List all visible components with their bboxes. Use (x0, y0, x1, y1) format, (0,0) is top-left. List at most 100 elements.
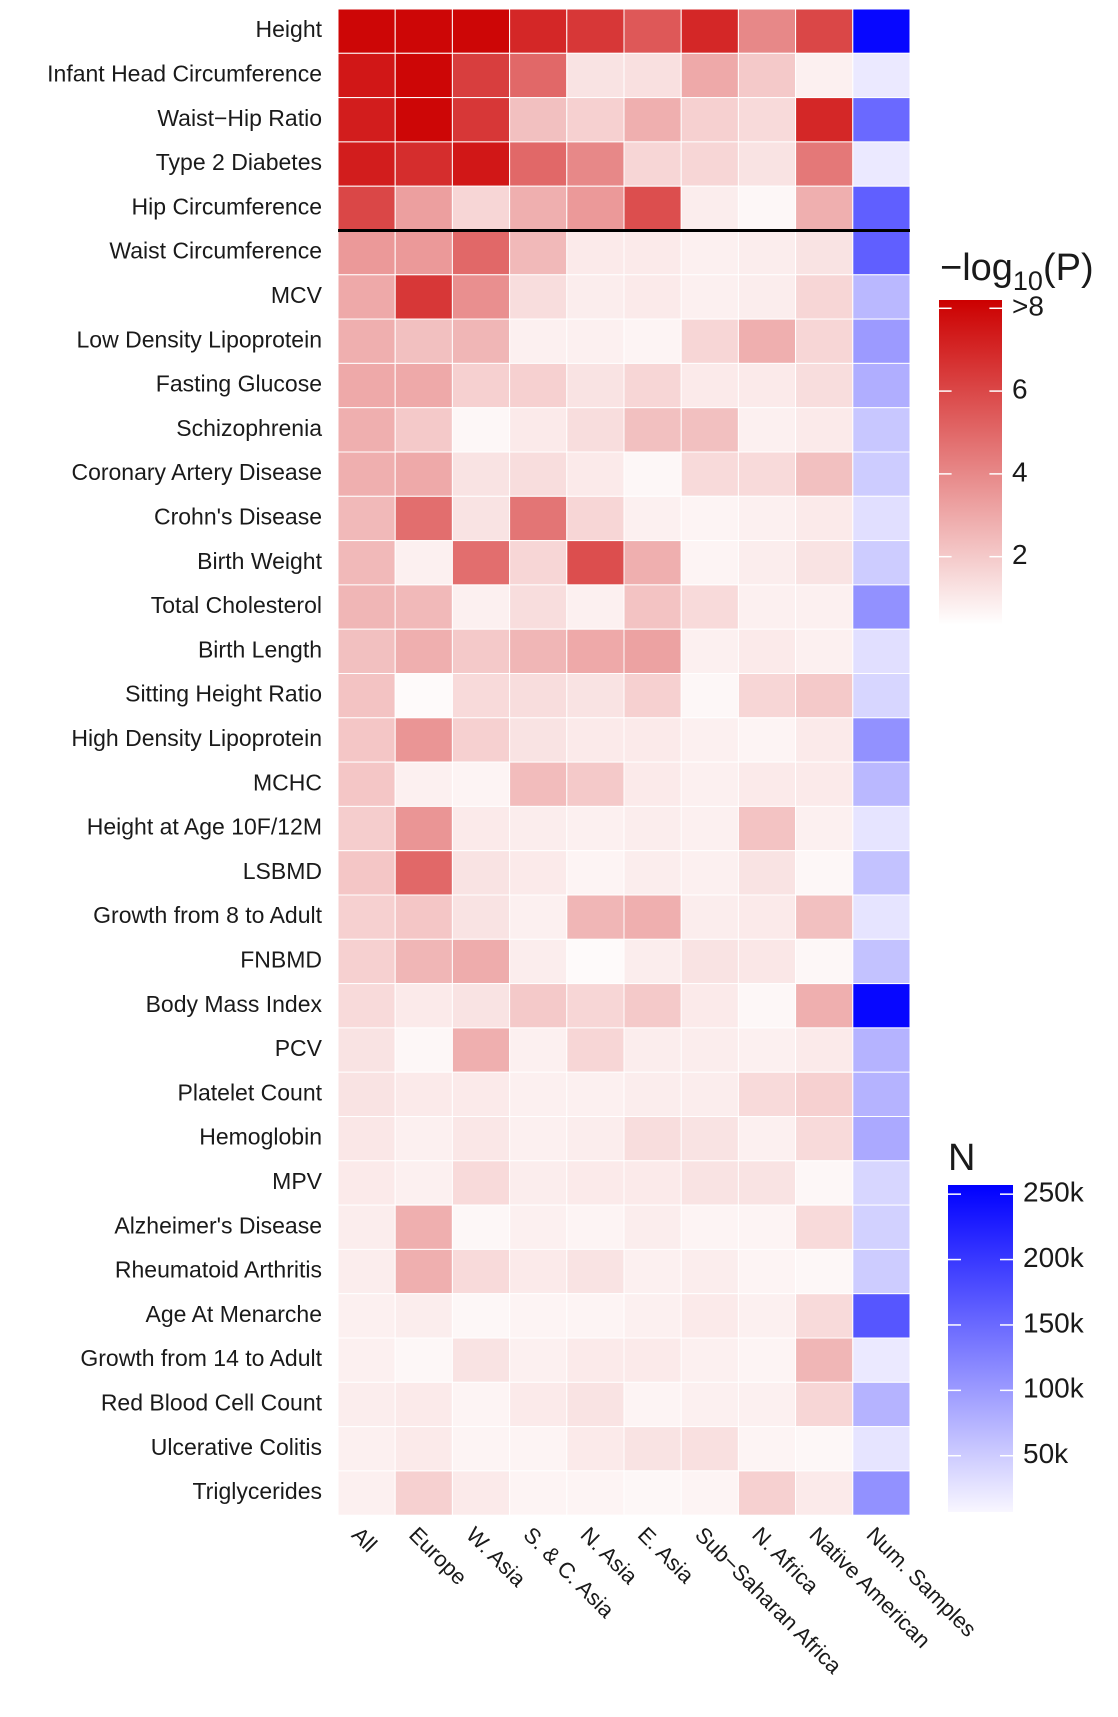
heat-cell (623, 318, 682, 364)
heat-cell (623, 1381, 682, 1428)
column-label: Europe (404, 1522, 472, 1590)
heat-cell (337, 1293, 396, 1339)
heat-cell (623, 540, 682, 586)
heat-cell (566, 1337, 625, 1383)
heat-cell (394, 1071, 453, 1117)
legend-tick-label: >8 (1012, 291, 1044, 322)
heat-cell (737, 1071, 797, 1117)
row-label: Crohn's Disease (154, 504, 322, 530)
heat-cell (737, 495, 797, 542)
heat-cell (623, 97, 682, 143)
heat-cell (337, 628, 396, 675)
heat-cell (566, 8, 625, 54)
heat-cell (509, 1293, 568, 1339)
heat-cell (337, 673, 396, 719)
heat-cell (795, 1337, 854, 1383)
heat-cell (680, 451, 739, 497)
heat-cell (451, 274, 511, 320)
heat-cell (394, 717, 453, 763)
heat-cell (451, 1337, 511, 1383)
sample-cell (852, 230, 911, 276)
heat-cell (566, 540, 625, 586)
heat-cell (337, 540, 396, 586)
heat-cell (566, 1071, 625, 1117)
heat-cell (680, 1337, 739, 1383)
heat-cell (680, 761, 739, 807)
heat-cell (394, 1160, 453, 1206)
heat-cell (623, 1470, 682, 1516)
heat-cell (623, 495, 682, 542)
heat-cell (795, 1381, 854, 1428)
heat-cell (509, 717, 568, 763)
heat-cell (337, 1071, 396, 1117)
heat-cell (337, 1381, 396, 1428)
row-label: Schizophrenia (176, 415, 322, 441)
heat-cell (337, 761, 396, 807)
heat-cell (737, 540, 797, 586)
heat-cell (795, 141, 854, 187)
heat-cell (509, 495, 568, 542)
heat-cell (795, 761, 854, 807)
heat-cell (623, 1027, 682, 1073)
heat-cell (451, 673, 511, 719)
heat-cell (623, 274, 682, 320)
heat-cell (795, 8, 854, 54)
heat-cell (451, 451, 511, 497)
heat-cell (680, 274, 739, 320)
heat-cell (394, 230, 453, 276)
heat-cell (737, 673, 797, 719)
heat-cell (451, 850, 511, 896)
heat-cell (680, 141, 739, 187)
heat-cell (623, 1160, 682, 1206)
row-label: Low Density Lipoprotein (77, 326, 322, 352)
heat-cell (737, 894, 797, 940)
heat-cell (623, 1293, 682, 1339)
heat-cell (737, 451, 797, 497)
heat-cell (509, 1116, 568, 1162)
heat-cell (394, 185, 453, 231)
heat-cell (509, 185, 568, 231)
heat-cell (795, 495, 854, 542)
heat-cell (566, 97, 625, 143)
heat-cell (737, 318, 797, 364)
heat-cell (737, 274, 797, 320)
heat-cell (337, 584, 396, 630)
heat-cell (566, 628, 625, 675)
heat-cell (566, 1293, 625, 1339)
heat-cell (394, 1381, 453, 1428)
heat-cell (394, 1116, 453, 1162)
heat-cell (737, 8, 797, 54)
sample-cell (852, 8, 911, 54)
heat-cell (394, 495, 453, 542)
legend-tick-label: 4 (1012, 456, 1028, 487)
heat-cell (337, 1027, 396, 1073)
heat-cell (795, 1160, 854, 1206)
row-label: Infant Head Circumference (47, 61, 322, 87)
heat-cell (795, 628, 854, 675)
heat-cell (680, 52, 739, 99)
heat-cell (566, 1116, 625, 1162)
heat-cell (509, 761, 568, 807)
heat-cell (795, 1027, 854, 1073)
heat-cell (737, 1204, 797, 1250)
heat-cell (337, 1470, 396, 1516)
heat-cell (737, 1381, 797, 1428)
heat-cell (509, 894, 568, 940)
heat-cell (737, 1426, 797, 1472)
heat-cell (737, 1027, 797, 1073)
row-label: MPV (272, 1168, 323, 1194)
heat-cell (795, 1071, 854, 1117)
heat-cell (451, 1381, 511, 1428)
heat-cell (451, 983, 511, 1029)
heat-cell (451, 1071, 511, 1117)
heat-cell (394, 673, 453, 719)
heat-cell (394, 8, 453, 54)
heat-cell (623, 362, 682, 409)
row-label: Coronary Artery Disease (71, 459, 322, 485)
heat-cell (337, 850, 396, 896)
row-label: Total Cholesterol (151, 592, 322, 618)
heat-cell (795, 983, 854, 1029)
heat-cell (337, 1337, 396, 1383)
heat-cell (737, 850, 797, 896)
heat-cell (394, 850, 453, 896)
